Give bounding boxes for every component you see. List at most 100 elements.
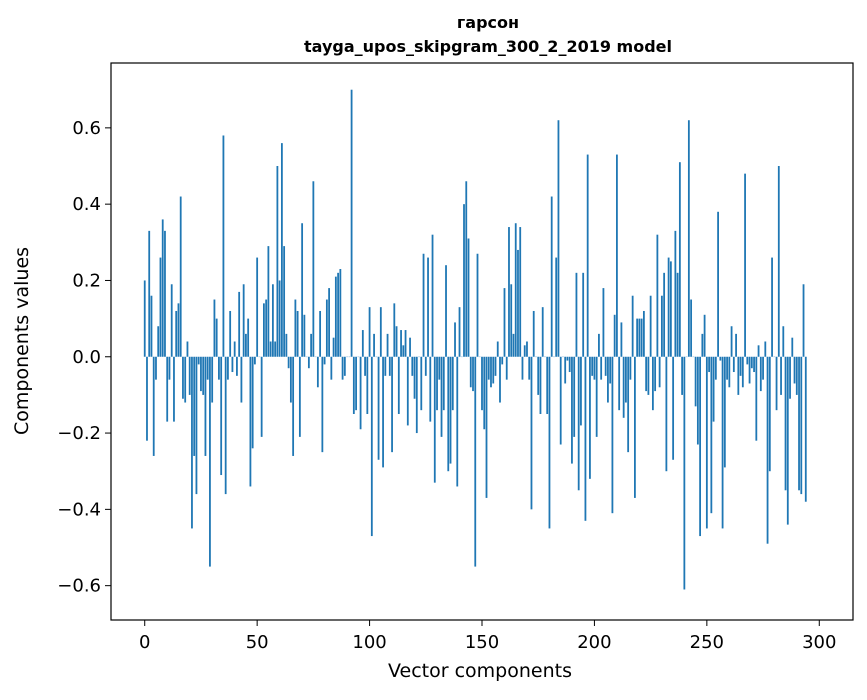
x-tick-label: 200 xyxy=(577,632,611,653)
bar-164 xyxy=(513,334,515,357)
bar-262 xyxy=(733,357,735,372)
bar-187 xyxy=(564,357,566,384)
y-axis-label: Components values xyxy=(11,247,33,435)
bar-273 xyxy=(758,345,760,356)
bar-255 xyxy=(717,212,719,357)
bar-210 xyxy=(616,155,618,357)
bar-243 xyxy=(690,300,692,357)
bar-239 xyxy=(681,357,683,395)
bar-48 xyxy=(252,357,254,449)
x-tick-label: 150 xyxy=(465,632,499,653)
bar-series xyxy=(144,90,807,590)
bar-28 xyxy=(207,357,209,380)
bar-120 xyxy=(414,357,416,399)
bar-3 xyxy=(151,296,153,357)
bar-288 xyxy=(791,338,793,357)
bar-46 xyxy=(247,319,249,357)
bar-0 xyxy=(144,280,146,356)
bar-229 xyxy=(659,357,661,388)
bar-158 xyxy=(499,357,501,403)
bar-24 xyxy=(198,357,200,365)
bar-234 xyxy=(670,261,672,356)
bar-57 xyxy=(272,284,274,356)
bar-206 xyxy=(607,357,609,403)
bar-80 xyxy=(324,357,326,365)
bar-157 xyxy=(497,342,499,357)
bar-283 xyxy=(780,357,782,395)
bar-225 xyxy=(650,296,652,357)
bar-278 xyxy=(769,357,771,471)
bar-88 xyxy=(342,357,344,380)
bar-11 xyxy=(169,357,171,380)
bar-279 xyxy=(771,258,773,357)
bar-270 xyxy=(751,357,753,368)
bar-250 xyxy=(706,357,708,529)
bar-190 xyxy=(571,357,573,464)
bar-17 xyxy=(182,357,184,399)
bar-109 xyxy=(389,357,391,376)
bar-291 xyxy=(798,357,800,491)
bar-115 xyxy=(402,345,404,356)
bar-27 xyxy=(205,357,207,456)
y-axis-ticks: −0.6−0.4−0.20.00.20.40.6 xyxy=(57,118,111,597)
bar-94 xyxy=(355,357,357,410)
bar-139 xyxy=(456,357,458,487)
bar-74 xyxy=(310,334,312,357)
bar-44 xyxy=(243,284,245,356)
bar-294 xyxy=(805,357,807,502)
bar-248 xyxy=(701,334,703,357)
bar-82 xyxy=(328,288,330,357)
bar-145 xyxy=(470,357,472,388)
bar-110 xyxy=(391,357,393,452)
bar-40 xyxy=(234,342,236,357)
bar-21 xyxy=(191,357,193,529)
bar-98 xyxy=(364,357,366,376)
y-tick-label: −0.6 xyxy=(57,576,101,597)
bar-151 xyxy=(483,357,485,429)
bar-152 xyxy=(486,357,488,498)
bar-169 xyxy=(524,345,526,356)
bar-105 xyxy=(380,307,382,357)
bar-150 xyxy=(481,357,483,410)
bar-45 xyxy=(245,334,247,357)
bar-65 xyxy=(290,357,292,403)
bar-117 xyxy=(407,357,409,426)
bar-196 xyxy=(585,357,587,521)
bar-66 xyxy=(292,357,294,456)
bar-113 xyxy=(398,357,400,414)
bar-62 xyxy=(283,246,285,357)
bar-172 xyxy=(531,357,533,510)
bar-37 xyxy=(227,357,229,380)
bar-2 xyxy=(148,231,150,357)
bar-177 xyxy=(542,307,544,357)
bar-137 xyxy=(452,357,454,410)
bar-188 xyxy=(567,357,569,361)
bar-237 xyxy=(677,273,679,357)
bar-212 xyxy=(621,322,623,356)
y-tick-label: −0.2 xyxy=(57,423,101,444)
bar-163 xyxy=(510,284,512,356)
bar-147 xyxy=(474,357,476,567)
bar-104 xyxy=(378,357,380,460)
bar-75 xyxy=(312,181,314,356)
bar-131 xyxy=(438,357,440,380)
bar-171 xyxy=(528,357,530,380)
bar-112 xyxy=(396,326,398,357)
bar-125 xyxy=(425,357,427,376)
bar-253 xyxy=(713,357,715,422)
bar-232 xyxy=(665,357,667,471)
bar-86 xyxy=(337,273,339,357)
bar-135 xyxy=(447,357,449,471)
bar-43 xyxy=(241,357,243,403)
bar-200 xyxy=(594,357,596,380)
bar-247 xyxy=(699,357,701,536)
bar-284 xyxy=(782,326,784,357)
bar-175 xyxy=(537,357,539,395)
bar-56 xyxy=(270,342,272,357)
bar-222 xyxy=(643,311,645,357)
bar-42 xyxy=(238,292,240,357)
bar-276 xyxy=(764,342,766,357)
bar-217 xyxy=(632,296,634,357)
bar-263 xyxy=(735,334,737,357)
bar-194 xyxy=(580,357,582,426)
